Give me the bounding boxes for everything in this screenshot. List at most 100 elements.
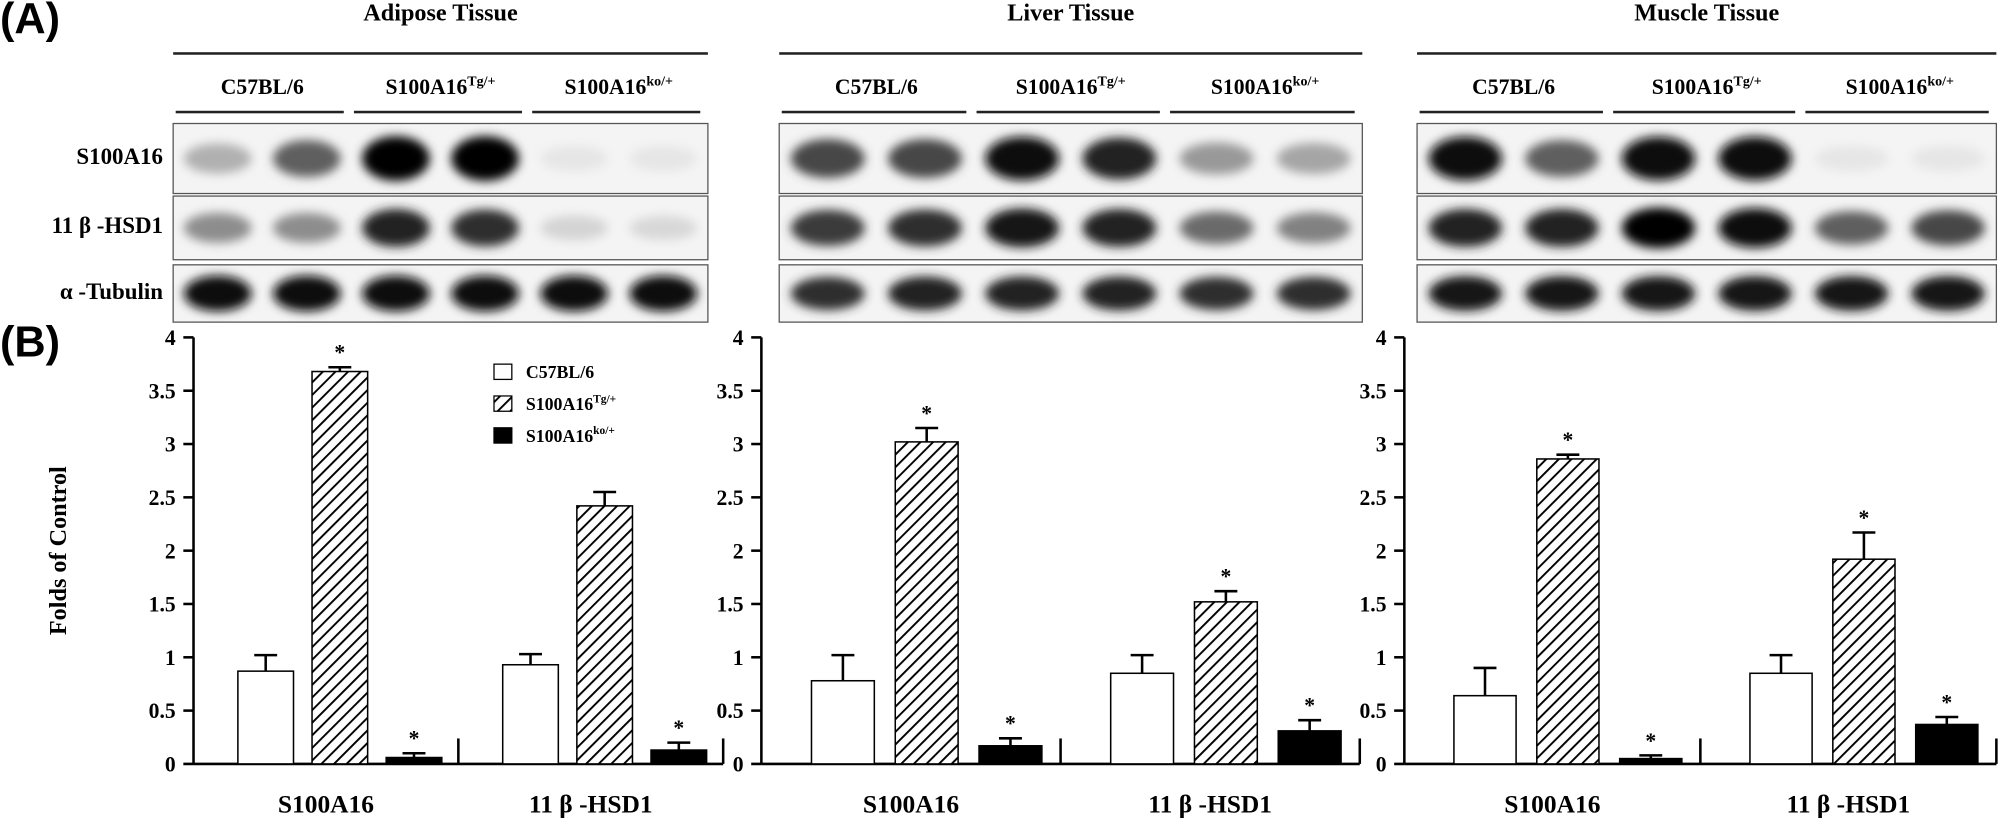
bar [576,505,634,765]
significance-marker: * [1859,506,1870,530]
y-tick-label: 3 [1376,433,1387,457]
protein-band [1718,136,1792,181]
protein-band [1911,275,1985,312]
protein-band [1911,210,1985,246]
group-name: C57BL/6 [834,74,918,99]
y-tick-label: 2.5 [717,486,744,510]
legend-entry: S100A16ko/+ [526,425,615,446]
significance-marker: * [673,716,684,740]
bar [650,749,708,765]
protein-band [540,275,609,312]
group-underline [1612,110,1796,113]
protein-band [790,139,865,178]
bar [1453,694,1517,765]
category-label: S100A16 [1504,789,1600,818]
group-name: S100A16 [1651,74,1734,99]
protein-band [272,140,341,178]
tissue-title: Muscle Tissue [1634,0,1780,27]
protein-band [1814,211,1889,245]
protein-band [1525,208,1599,247]
group-underline [1805,110,1989,113]
group-name: S100A16 [1210,74,1293,99]
protein-band [888,139,962,178]
significance-marker: * [1304,694,1315,718]
genotype-superscript: Tg/+ [1097,73,1126,90]
protein-band [1276,276,1351,311]
genotype-superscript: ko/+ [646,73,674,90]
bar [1109,672,1175,765]
protein-band [362,275,430,312]
protein-band [1814,275,1889,312]
category-label: 11 β -HSD1 [529,789,653,818]
bar [1193,601,1259,765]
group-underline [781,110,966,113]
category-label: 11 β -HSD1 [1787,789,1911,818]
protein-band [1718,207,1792,248]
blot-row-label: 11 β -HSD1 [51,212,163,239]
protein-band [272,275,341,312]
significance-marker: * [921,401,932,425]
blot-membrane [172,264,709,323]
genotype-superscript: Tg/+ [467,73,496,90]
bar [1618,757,1683,765]
bar [978,745,1043,765]
significance-marker: * [409,727,420,751]
y-axis-label: Folds of Control [45,466,72,635]
group-name: S100A16 [1845,74,1928,99]
bar [385,756,443,765]
y-tick-label: 0.5 [1359,699,1386,723]
bar [1914,723,1979,765]
title-rule [779,52,1363,55]
y-tick-label: 0 [1376,753,1387,777]
significance-marker: * [1941,690,1952,714]
y-tick-label: 1 [165,646,176,670]
bar [311,370,369,765]
bar [237,670,295,765]
group-name: C57BL/6 [220,74,304,99]
blot-membrane [778,264,1363,323]
panel-label-b: (B) [0,318,61,367]
protein-band [1525,140,1599,178]
bar [1536,458,1600,765]
protein-band [1276,212,1351,244]
group-label: S100A16Tg/+ [351,74,529,100]
blot-membrane [778,122,1363,195]
protein-band [540,215,609,241]
y-tick-label: 3.5 [149,379,176,403]
y-tick-label: 0 [165,753,176,777]
protein-band [1428,208,1503,247]
group-underline [1419,110,1603,113]
bar [1277,730,1342,765]
legend-swatch [493,363,513,381]
category-label: 11 β -HSD1 [1148,789,1272,818]
bar [1749,672,1813,765]
blot-row-label: α -Tubulin [59,278,163,304]
protein-band [1082,208,1157,247]
blot-membrane [1416,122,1998,195]
protein-band [362,208,430,247]
significance-marker: * [1562,428,1573,452]
significance-marker: * [1645,729,1656,753]
blot-membrane [1416,264,1998,323]
legend-superscript: ko/+ [593,425,615,437]
y-tick-label: 4 [733,326,744,350]
protein-band [183,143,252,174]
tissue-title: Adipose Tissue [363,0,518,27]
protein-band [1179,276,1254,311]
protein-band [1428,275,1503,312]
protein-band [451,275,519,312]
protein-band [1718,275,1792,312]
protein-band [985,276,1060,311]
protein-band [451,209,519,247]
protein-band [1179,142,1254,175]
group-underline [175,110,344,113]
protein-band [1621,275,1696,312]
group-label: S100A16ko/+ [1803,74,1996,100]
category-label: S100A16 [278,789,374,818]
y-tick-label: 3 [733,433,744,457]
group-underline [976,110,1161,113]
y-tick-label: 1 [733,646,744,670]
chart-1: 0 0.5 1 1.5 2 2.5 3 3.5 4 S100A16 * * 11 β -HSD1 * * [717,326,1362,818]
protein-band [183,275,252,312]
